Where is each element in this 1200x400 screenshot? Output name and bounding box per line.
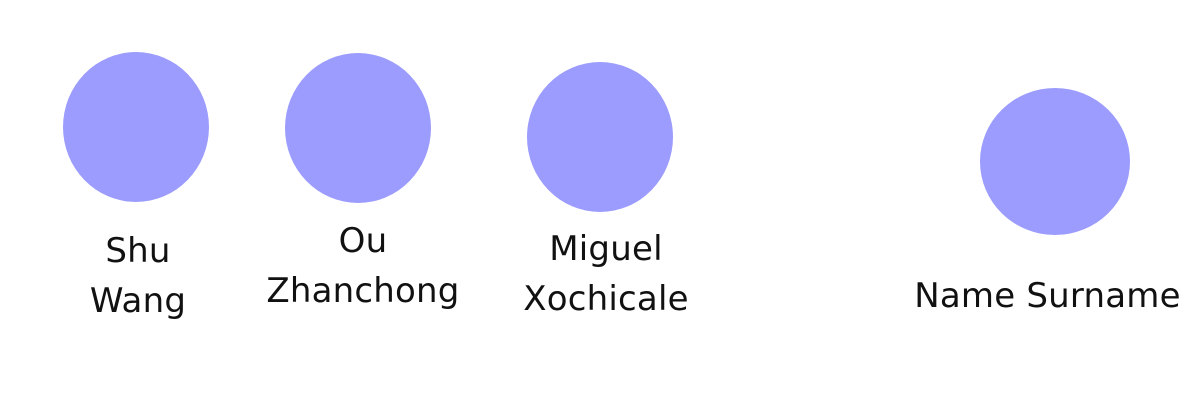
person-name: Miguel Xochicale xyxy=(508,224,704,324)
person-name: Shu Wang xyxy=(73,226,203,326)
person-name-line-1: Miguel xyxy=(508,224,704,274)
person-name: Name Surname xyxy=(905,271,1190,321)
avatar xyxy=(980,88,1130,235)
person-name-line-2: Xochicale xyxy=(508,274,704,324)
person-name-line-1: Shu xyxy=(73,226,203,276)
person-name-line-1: Name Surname xyxy=(905,271,1190,321)
person-name: Ou Zhanchong xyxy=(248,216,478,316)
person-name-line-1: Ou xyxy=(248,216,478,266)
person-name-line-2: Zhanchong xyxy=(248,266,478,316)
person-name-line-2: Wang xyxy=(73,276,203,326)
avatar xyxy=(527,62,673,212)
avatar xyxy=(285,53,431,203)
avatar xyxy=(63,52,209,202)
